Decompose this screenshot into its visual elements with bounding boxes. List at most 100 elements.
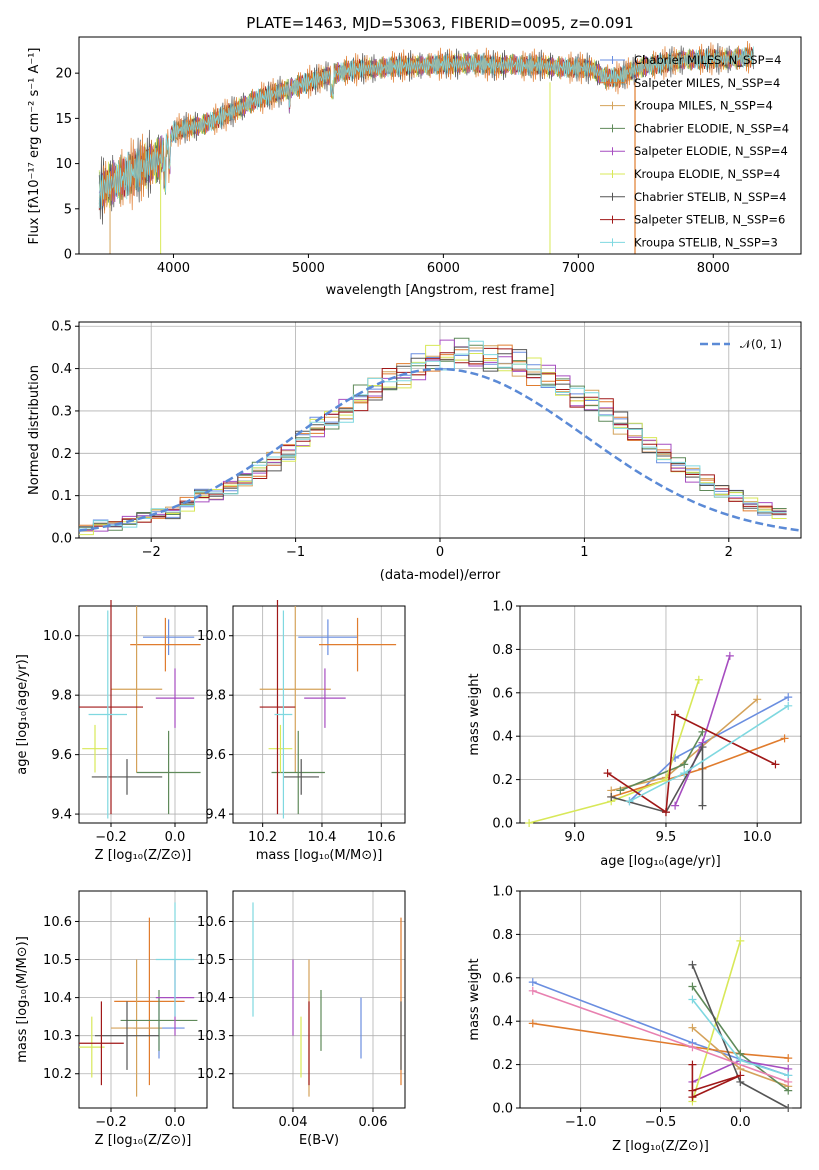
histogram-series-step (79, 350, 787, 530)
weight-age-ylabel: mass weight (467, 673, 482, 755)
weight-z-xtick-label: −0.5 (645, 1115, 677, 1130)
mass-ebv-ytick-label: 10.6 (197, 915, 226, 930)
weight-z-point (688, 960, 697, 969)
histogram-legend-entry: 𝒩(0, 1) (740, 337, 782, 351)
weight-z-point (784, 1077, 793, 1086)
histogram-ytick-label: 0.5 (51, 320, 72, 335)
weight-z-series-line (691, 1064, 741, 1099)
figure-title: PLATE=1463, MJD=53063, FIBERID=0095, z=0… (246, 14, 633, 32)
spectrum-legend-entry: Chabrier MILES, N_SSP=4 (634, 53, 781, 67)
weight-age-xlabel: age [log₁₀(age/yr)] (600, 854, 721, 869)
weight-age-point (784, 693, 793, 702)
age-mass-ytick-label: 10.0 (197, 629, 226, 644)
spectrum-ylabel: Flux [fλ10⁻¹⁷ erg cm⁻² s⁻¹ A⁻¹] (27, 48, 42, 245)
weight-z-point (688, 982, 697, 991)
mass-z-ytick-label: 10.3 (43, 1029, 72, 1044)
spectrum-xtick-label: 7000 (562, 261, 595, 276)
weight-age-xtick-label: 10.0 (743, 830, 772, 845)
weight-age-point (661, 808, 670, 817)
age-mass-xtick-label: 10.2 (248, 830, 277, 845)
weight-z-xtick-label: −1.0 (565, 1115, 597, 1130)
weight-z-point (784, 1104, 793, 1112)
histogram-ylabel: Normed distribution (27, 365, 42, 495)
age-vs-metallicity-panel: −0.2 0.0 9.4 9.6 9.8 10.0 Z [log₁₀(Z/Z⊙)] age [… (15, 600, 208, 863)
mass-z-ytick-label: 10.5 (43, 953, 72, 968)
histogram-series-step (79, 344, 787, 536)
weight-age-series-line (607, 713, 776, 814)
weight-z-ytick-label: 0.8 (492, 928, 513, 943)
spectrum-ytick-label: 20 (55, 67, 72, 82)
spectrum-xtick-label: 4000 (157, 261, 190, 276)
age-z-xtick-label: 0.0 (165, 830, 186, 845)
age-z-frame (78, 605, 208, 824)
histogram-series-step (79, 346, 787, 528)
spectrum-ytick-label: 15 (55, 112, 72, 127)
histogram-ytick-label: 0.1 (51, 489, 72, 504)
mass-ebv-xtick-label: 0.04 (279, 1115, 308, 1130)
normal-curve-line (78, 367, 802, 532)
weight-age-ytick-label: 0.8 (492, 643, 513, 658)
weight-age-point (607, 792, 616, 801)
histogram-series-step (79, 339, 787, 532)
mass-z-ytick-label: 10.2 (43, 1067, 72, 1082)
weight-age-point (694, 675, 703, 684)
weight-age-point (680, 769, 689, 778)
age-z-ytick-label: 9.6 (51, 748, 72, 763)
mass-ebv-frame (232, 890, 406, 1109)
age-mass-xtick-label: 10.4 (307, 830, 336, 845)
spectrum-legend-entry: Kroupa STELIB, N_SSP=3 (634, 235, 778, 249)
weight-z-point (688, 1043, 697, 1052)
age-z-xlabel: Z [log₁₀(Z/Z⊙)] (95, 848, 192, 863)
weight-age-ytick-label: 0.6 (492, 686, 513, 701)
spectrum-legend-entry: Kroupa ELODIE, N_SSP=4 (634, 167, 780, 181)
weight-z-series-line (691, 940, 742, 1102)
weight-age-xtick-label: 9.0 (564, 830, 585, 845)
mass-z-ytick-label: 10.4 (43, 991, 72, 1006)
weight-z-point (736, 1056, 745, 1065)
weight-z-point (528, 986, 537, 995)
weight-z-ytick-label: 0.0 (492, 1102, 513, 1117)
spectrum-xtick-label: 8000 (697, 261, 730, 276)
spectrum-xtick-label: 5000 (292, 261, 325, 276)
weight-age-series-line (610, 737, 785, 798)
weight-z-point (528, 978, 537, 987)
mass-z-ylabel: mass [log₁₀(M/M⊙)] (15, 936, 30, 1063)
histogram-xtick-label: 1 (580, 545, 588, 560)
weight-age-point (525, 819, 534, 827)
weight-z-ytick-label: 0.2 (492, 1058, 513, 1073)
age-mass-frame (232, 605, 406, 824)
weight-age-point (616, 786, 625, 795)
spectrum-legend-entry: Chabrier STELIB, N_SSP=4 (634, 190, 786, 204)
mass-ebv-ytick-label: 10.3 (197, 1029, 226, 1044)
mass-ebv-ytick-label: 10.5 (197, 953, 226, 968)
weight-age-series-line (628, 696, 789, 802)
weight-age-point (784, 701, 793, 710)
weight-age-frame (519, 605, 802, 824)
weight-age-xtick-label: 9.5 (656, 830, 677, 845)
spectrum-ytick-label: 10 (55, 157, 72, 172)
weight-z-ytick-label: 1.0 (492, 885, 513, 900)
weight-z-point (784, 1086, 793, 1095)
weight-age-point (671, 801, 680, 810)
age-z-xtick-label: −0.2 (95, 830, 127, 845)
mass-vs-ebv-panel: 0.04 0.06 10.2 10.3 10.4 10.5 10.6 E(B-V) (197, 890, 406, 1148)
spectrum-legend-entry: Salpeter MILES, N_SSP=4 (634, 76, 780, 90)
age-mass-xtick-label: 10.6 (367, 830, 396, 845)
weight-z-point (688, 1023, 697, 1032)
weight-z-xlabel: Z [log₁₀(Z/Z⊙)] (612, 1139, 709, 1154)
mass-z-ytick-label: 10.6 (43, 915, 72, 930)
age-z-ytick-label: 10.0 (43, 629, 72, 644)
mass-ebv-xtick-label: 0.06 (359, 1115, 388, 1130)
weight-age-series-line (528, 679, 700, 824)
spectrum-xtick-label: 6000 (427, 261, 460, 276)
histogram-ytick-label: 0.2 (51, 447, 72, 462)
weight-age-point (680, 760, 689, 769)
weight-age-series-line (610, 743, 704, 814)
weight-age-point (698, 743, 707, 752)
spectrum-panel: 4000 5000 6000 7000 8000 0 5 10 15 20 wavelength [… (27, 36, 802, 298)
age-z-ytick-label: 9.4 (51, 808, 72, 823)
spectrum-frame (78, 36, 802, 255)
weight-age-point (698, 801, 707, 810)
histogram-ytick-label: 0.0 (51, 532, 72, 547)
residual-histogram-panel: 𝒩(0, 1) −2 −1 0 1 2 0.0 0.1 0.2 0.3 0.4 0.5 (data-mo… (27, 320, 802, 583)
